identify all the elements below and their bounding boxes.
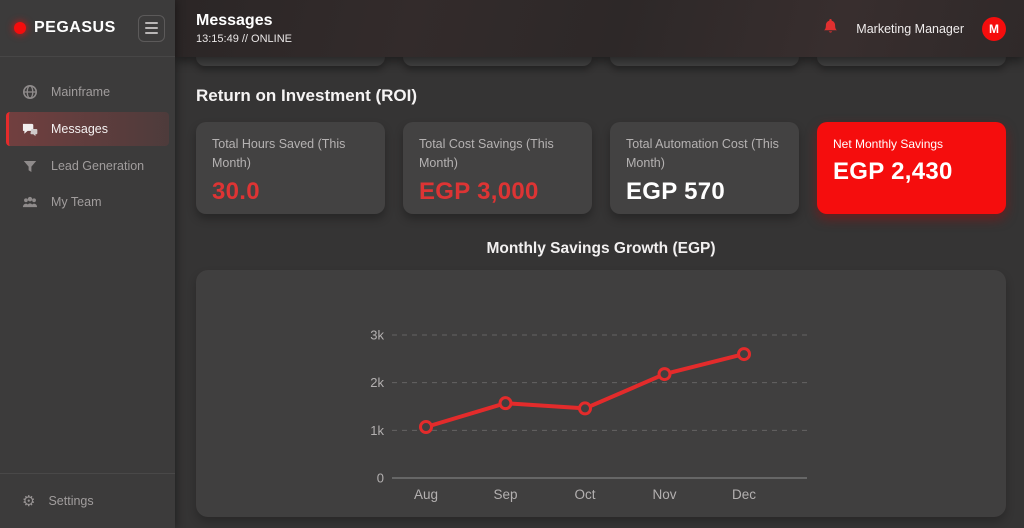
stat-label: Net Monthly Savings <box>833 137 944 151</box>
logo-dot-icon <box>14 22 26 34</box>
cutoff-card <box>403 57 592 66</box>
sidebar-item-label: Lead Generation <box>51 159 145 173</box>
globe-icon <box>22 84 38 100</box>
stat-label: Total Cost Savings (This Month) <box>419 137 554 170</box>
svg-text:1k: 1k <box>370 423 384 438</box>
stat-value: EGP 3,000 <box>419 177 539 205</box>
cutoff-card <box>610 57 799 66</box>
main-area: Messages 13:15:49 // ONLINE Marketing Ma… <box>175 0 1024 528</box>
sidebar-item-label: Messages <box>51 122 108 136</box>
sidebar-header: PEGASUS <box>0 0 175 57</box>
sidebar-item-messages[interactable]: Messages <box>6 112 169 146</box>
header-right-group: Marketing Manager M <box>823 16 1006 41</box>
sidebar-item-settings[interactable]: ⚙ Settings <box>0 484 175 518</box>
roi-section-title: Return on Investment (ROI) <box>196 86 418 105</box>
page-title: Messages <box>196 12 273 29</box>
chat-bubbles-icon <box>22 121 38 137</box>
stat-card-net-savings: Net Monthly Savings EGP 2,430 <box>817 122 1006 214</box>
cutoff-cards-row <box>196 57 1006 66</box>
sidebar-item-lead-generation[interactable]: Lead Generation <box>0 149 175 183</box>
settings-label: Settings <box>48 494 94 508</box>
sidebar-item-label: My Team <box>51 195 102 209</box>
stat-value: EGP 570 <box>626 177 726 205</box>
svg-text:0: 0 <box>377 471 384 486</box>
stat-card-cost-savings: Total Cost Savings (This Month) EGP 3,00… <box>403 122 592 214</box>
avatar[interactable]: M <box>982 16 1006 41</box>
sidebar-item-my-team[interactable]: My Team <box>0 185 175 219</box>
svg-text:Sep: Sep <box>493 487 517 502</box>
top-header: Messages 13:15:49 // ONLINE Marketing Ma… <box>175 0 1024 57</box>
notification-bell-icon[interactable] <box>823 18 838 40</box>
svg-text:2k: 2k <box>370 375 384 390</box>
stat-label: Total Hours Saved (This Month) <box>212 137 346 170</box>
savings-line-chart: 0 1k 2k 3k Aug Sep Oct Nov Dec <box>370 328 807 502</box>
chart-title: Monthly Savings Growth (EGP) <box>486 240 716 257</box>
app-logo: PEGASUS <box>34 19 116 36</box>
team-users-icon <box>22 194 38 210</box>
sidebar-nav: Mainframe Messages Lead Generation My Te… <box>0 57 175 473</box>
header-title-block: Messages 13:15:49 // ONLINE <box>196 12 292 45</box>
cutoff-card <box>817 57 1006 66</box>
stat-value: EGP 2,430 <box>833 158 953 185</box>
sidebar-item-mainframe[interactable]: Mainframe <box>0 75 175 109</box>
hamburger-icon <box>145 22 158 24</box>
stat-value: 30.0 <box>212 177 260 205</box>
filter-funnel-icon <box>22 158 38 174</box>
sidebar-footer: ⚙ Settings <box>0 473 175 528</box>
sidebar-item-label: Mainframe <box>51 85 111 99</box>
content-scroll-area[interactable]: Return on Investment (ROI) Total Hours S… <box>175 57 1024 528</box>
status-line: 13:15:49 // ONLINE <box>196 33 292 45</box>
user-role-label: Marketing Manager <box>856 21 964 36</box>
stat-card-hours-saved: Total Hours Saved (This Month) 30.0 <box>196 122 385 214</box>
roi-cards-row: Total Hours Saved (This Month) 30.0 Tota… <box>196 122 1006 214</box>
sidebar: PEGASUS Mainframe Messages <box>0 0 175 528</box>
stat-label: Total Automation Cost (This Month) <box>626 137 779 170</box>
chart-panel: 0 1k 2k 3k Aug Sep Oct Nov Dec <box>196 270 1006 517</box>
svg-text:Oct: Oct <box>574 487 595 502</box>
stat-card-automation-cost: Total Automation Cost (This Month) EGP 5… <box>610 122 799 214</box>
cutoff-card <box>196 57 385 66</box>
gear-icon: ⚙ <box>22 492 36 510</box>
svg-text:Nov: Nov <box>652 487 676 502</box>
svg-text:3k: 3k <box>370 328 384 343</box>
sidebar-toggle-button[interactable] <box>138 14 165 42</box>
svg-text:Aug: Aug <box>414 487 438 502</box>
svg-text:Dec: Dec <box>732 487 756 502</box>
